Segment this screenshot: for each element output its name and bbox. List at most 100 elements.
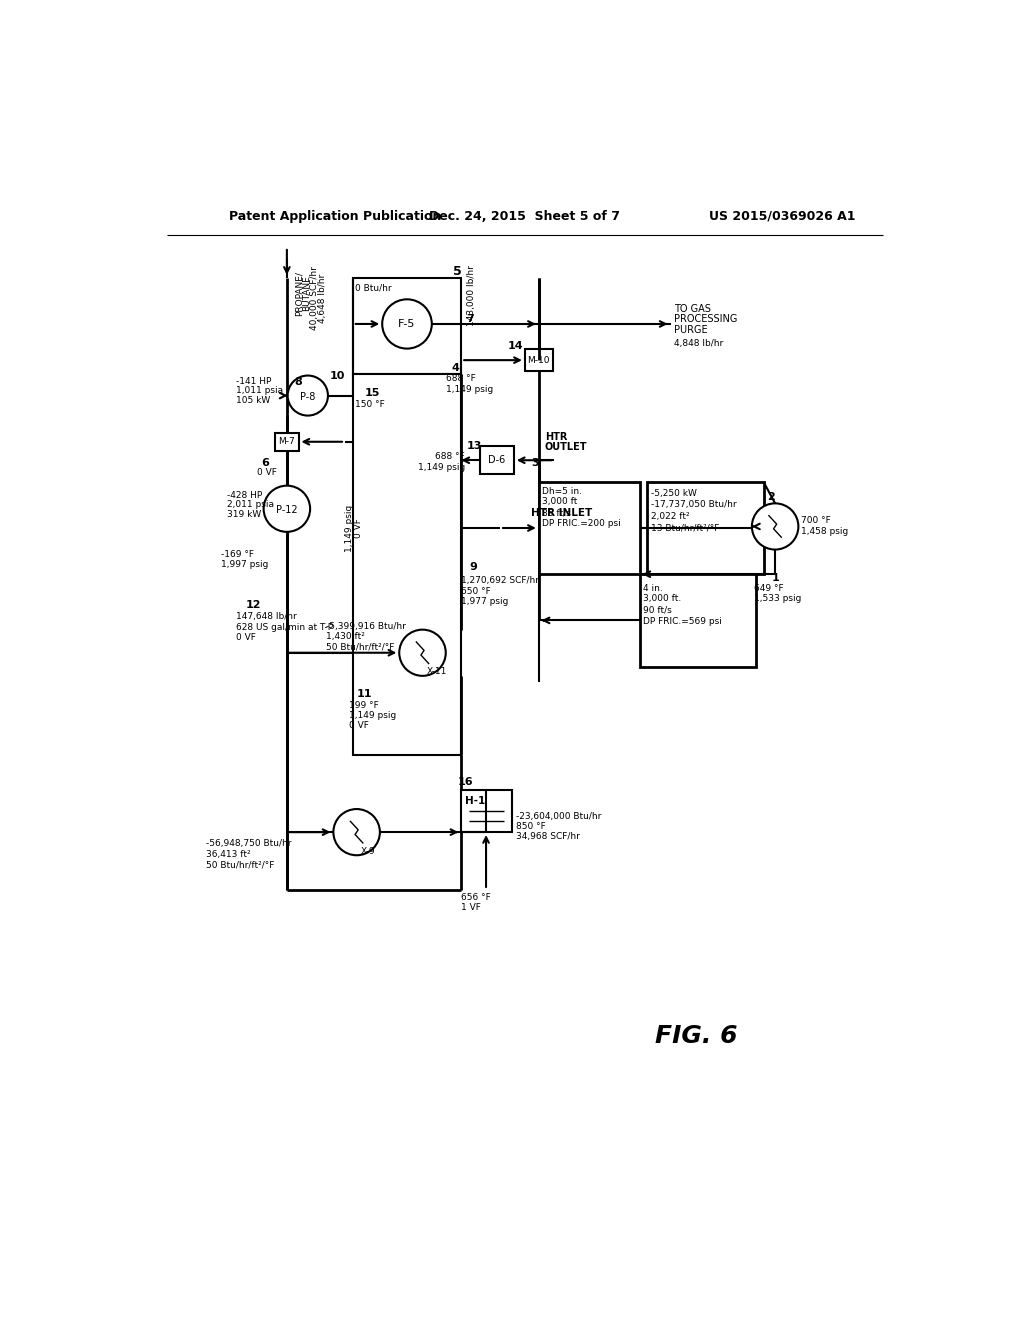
Text: 150 °F: 150 °F — [355, 400, 385, 409]
Text: M-10: M-10 — [527, 355, 550, 364]
Text: -169 °F: -169 °F — [221, 550, 254, 560]
Circle shape — [288, 376, 328, 416]
Text: OUTLET: OUTLET — [545, 442, 588, 453]
Text: 4: 4 — [452, 363, 460, 372]
Bar — [352, 277, 461, 374]
Text: 1: 1 — [771, 573, 779, 583]
Text: 11: 11 — [356, 689, 372, 700]
Text: TO GAS: TO GAS — [675, 304, 712, 314]
Circle shape — [334, 809, 380, 855]
Text: 6: 6 — [261, 458, 269, 467]
Text: 143,000 lb/hr: 143,000 lb/hr — [467, 265, 476, 326]
Text: H-1: H-1 — [465, 796, 485, 807]
Text: 0 VF: 0 VF — [237, 632, 256, 642]
Text: 1,430 ft²: 1,430 ft² — [326, 632, 365, 642]
Text: 9: 9 — [469, 561, 477, 572]
Text: 688 °F: 688 °F — [445, 374, 475, 383]
Bar — [275, 433, 299, 451]
Text: -5,399,916 Btu/hr: -5,399,916 Btu/hr — [326, 622, 406, 631]
Text: 40,000 SCF/hr: 40,000 SCF/hr — [310, 267, 319, 330]
Text: 15: 15 — [365, 388, 380, 399]
Text: 34,968 SCF/hr: 34,968 SCF/hr — [515, 833, 580, 841]
Text: 85 ft/s: 85 ft/s — [542, 508, 570, 517]
Circle shape — [752, 503, 799, 549]
Text: -23,604,000 Btu/hr: -23,604,000 Btu/hr — [515, 812, 601, 821]
Text: 8: 8 — [295, 376, 302, 387]
Text: 50 Btu/hr/ft²/°F: 50 Btu/hr/ft²/°F — [326, 642, 394, 651]
Text: 12: 12 — [246, 601, 261, 610]
Text: 14: 14 — [508, 341, 523, 351]
Circle shape — [382, 300, 432, 348]
Text: HTR INLET: HTR INLET — [531, 508, 593, 517]
Text: 1,997 psig: 1,997 psig — [221, 561, 268, 569]
Bar — [461, 789, 512, 832]
Bar — [480, 446, 514, 474]
Bar — [539, 482, 640, 574]
Text: 16: 16 — [458, 777, 473, 787]
Text: PROCESSING: PROCESSING — [675, 314, 737, 325]
Text: 90 ft/s: 90 ft/s — [643, 606, 672, 615]
Text: 700 °F: 700 °F — [801, 516, 830, 525]
Text: 2,022 ft²: 2,022 ft² — [651, 512, 690, 521]
Text: 13 Btu/hr/ft²/°F: 13 Btu/hr/ft²/°F — [651, 524, 720, 532]
Text: PROPANE/: PROPANE/ — [295, 271, 304, 315]
Text: 0 VF: 0 VF — [349, 722, 369, 730]
Text: 0 VF: 0 VF — [257, 469, 278, 477]
Bar — [647, 482, 764, 574]
Text: 319 kW: 319 kW — [227, 510, 261, 519]
Text: 2,011 psia: 2,011 psia — [227, 500, 274, 510]
Text: Dec. 24, 2015  Sheet 5 of 7: Dec. 24, 2015 Sheet 5 of 7 — [429, 210, 621, 223]
Text: -141 HP: -141 HP — [237, 378, 272, 387]
Text: D-6: D-6 — [488, 455, 506, 465]
Circle shape — [263, 486, 310, 532]
Text: F-5: F-5 — [398, 319, 416, 329]
Text: DP FRIC.=200 psi: DP FRIC.=200 psi — [542, 519, 621, 528]
Text: 1,458 psig: 1,458 psig — [801, 527, 848, 536]
Circle shape — [399, 630, 445, 676]
Text: 0 Btu/hr: 0 Btu/hr — [355, 284, 392, 292]
Text: 1,533 psig: 1,533 psig — [755, 594, 802, 603]
Bar — [524, 350, 553, 371]
Text: 1,149 psig: 1,149 psig — [349, 711, 396, 721]
Text: 199 °F: 199 °F — [349, 701, 379, 710]
Text: 4,648 lb/hr: 4,648 lb/hr — [317, 275, 327, 323]
Text: 10: 10 — [330, 371, 345, 381]
Text: 649 °F: 649 °F — [755, 583, 783, 593]
Text: M-7: M-7 — [279, 437, 295, 446]
Text: 105 kW: 105 kW — [237, 396, 270, 405]
Text: 50 Btu/hr/ft²/°F: 50 Btu/hr/ft²/°F — [206, 861, 273, 870]
Text: -5,250 kW: -5,250 kW — [651, 488, 697, 498]
Text: 1 VF: 1 VF — [461, 903, 481, 912]
Text: 850 °F: 850 °F — [515, 822, 545, 832]
Bar — [640, 574, 756, 667]
Text: 5: 5 — [453, 265, 462, 279]
Text: HTR: HTR — [545, 432, 567, 442]
Text: 1,270,692 SCF/hr: 1,270,692 SCF/hr — [461, 576, 540, 585]
Text: 1,011 psia: 1,011 psia — [237, 387, 284, 396]
Text: 650 °F: 650 °F — [461, 586, 490, 595]
Text: 1,149 psig: 1,149 psig — [445, 385, 493, 393]
Text: Patent Application Publication: Patent Application Publication — [228, 210, 441, 223]
Text: 7: 7 — [467, 314, 474, 323]
Text: 1,977 psig: 1,977 psig — [461, 598, 509, 606]
Text: 628 US gal/min at T-P: 628 US gal/min at T-P — [237, 623, 334, 632]
Text: 2: 2 — [767, 492, 775, 502]
Text: X-9: X-9 — [360, 847, 375, 855]
Text: 3,000 ft.: 3,000 ft. — [643, 594, 682, 603]
Text: US 2015/0369026 A1: US 2015/0369026 A1 — [710, 210, 856, 223]
Text: -17,737,050 Btu/hr: -17,737,050 Btu/hr — [651, 500, 736, 510]
Text: DP FRIC.=569 psi: DP FRIC.=569 psi — [643, 616, 722, 626]
Text: 36,413 ft²: 36,413 ft² — [206, 850, 250, 859]
Text: PURGE: PURGE — [675, 325, 708, 335]
Text: X-11: X-11 — [426, 668, 446, 676]
Text: 656 °F: 656 °F — [461, 894, 490, 902]
Text: 4,848 lb/hr: 4,848 lb/hr — [675, 339, 724, 347]
Text: 1,149 psig: 1,149 psig — [418, 463, 465, 471]
Text: 13: 13 — [467, 441, 482, 451]
Text: FIG. 6: FIG. 6 — [655, 1024, 737, 1048]
Text: -428 HP: -428 HP — [227, 491, 262, 500]
Text: 0 VF: 0 VF — [354, 517, 364, 539]
Text: 1,149 psig: 1,149 psig — [345, 504, 354, 552]
Text: 147,648 lb/hr: 147,648 lb/hr — [237, 612, 297, 620]
Text: BUTANE: BUTANE — [302, 276, 311, 312]
